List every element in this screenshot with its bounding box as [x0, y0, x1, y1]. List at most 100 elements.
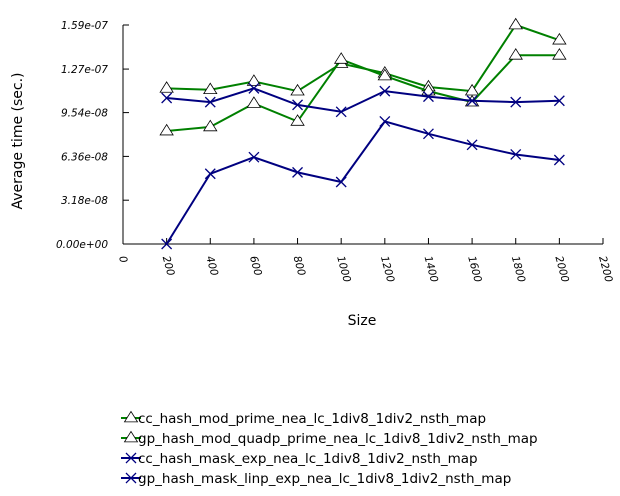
data-point-triangle [290, 83, 305, 96]
data-point-x-stroke [248, 82, 260, 94]
x-tick-label: 800 [291, 255, 308, 278]
data-point-triangle [123, 430, 139, 443]
data-point-x [510, 96, 522, 108]
data-point-triangle [246, 74, 262, 86]
series-2 [159, 48, 567, 136]
y-tick-label: 6.36e-08 [61, 151, 108, 163]
data-point-x [161, 92, 173, 104]
data-point-triangle [508, 17, 523, 30]
data-point-triangle [377, 68, 393, 81]
data-point-x-stroke [335, 106, 347, 118]
data-point-x [466, 95, 478, 107]
data-point-x-stroke [292, 99, 304, 111]
data-point-x [379, 85, 391, 97]
data-point-x-stroke [510, 149, 522, 160]
series-1 [159, 17, 567, 96]
data-point-x-stroke [553, 95, 565, 107]
series-line [165, 120, 560, 245]
legend-item: cc_hash_mask_exp_nea_lc_1div8_1div2_nsth… [121, 451, 478, 467]
series-3 [161, 82, 565, 118]
y-tick-label: 1.27e-07 [61, 64, 108, 76]
y-axis-title: Average time (sec.) [10, 73, 26, 210]
data-point-triangle [203, 82, 218, 95]
data-point-x-stroke [379, 115, 391, 127]
data-point-x-stroke [292, 166, 304, 178]
data-point-x-stroke [553, 154, 565, 166]
series-4 [161, 115, 565, 250]
legend-label: cc_hash_mod_prime_nea_lc_1div8_1div2_nst… [138, 411, 486, 427]
data-point-x [161, 238, 173, 250]
chart-series [159, 17, 567, 250]
data-point-triangle [421, 83, 436, 96]
x-axis-title: Size [348, 313, 377, 329]
data-point-x-stroke [125, 472, 137, 484]
series-line [166, 23, 560, 93]
data-point-triangle [246, 96, 262, 108]
legend-label: gp_hash_mod_quadp_prime_nea_lc_1div8_1di… [138, 431, 538, 447]
data-point-x-stroke [466, 139, 478, 151]
data-point-triangle [159, 81, 174, 93]
data-point-x [204, 96, 216, 108]
y-tick-label: 0.00e+00 [56, 239, 108, 251]
data-point-x [553, 95, 565, 107]
series-line [166, 87, 560, 113]
data-point-x [335, 106, 347, 118]
legend-item: gp_hash_mask_linp_exp_nea_lc_1div8_1div2… [121, 471, 511, 487]
data-point-triangle [159, 123, 174, 136]
data-point-triangle [123, 410, 139, 423]
data-point-x-stroke [161, 238, 173, 250]
x-tick-label: 2000 [552, 255, 571, 284]
y-tick-label: 3.18e-08 [61, 195, 108, 207]
data-point-triangle [508, 48, 523, 60]
data-point-triangle [290, 114, 305, 126]
data-point-x [422, 91, 434, 103]
x-tick-label: 1800 [509, 255, 528, 284]
y-tick-label: 9.54e-08 [61, 108, 108, 120]
data-point-x-stroke [379, 85, 391, 97]
data-point-x [422, 128, 434, 140]
x-tick-label: 1600 [465, 255, 484, 284]
data-point-x-stroke [422, 91, 434, 103]
data-point-x [335, 176, 347, 188]
legend: cc_hash_mod_prime_nea_lc_1div8_1div2_nst… [121, 410, 538, 487]
data-point-x-stroke [204, 96, 216, 108]
x-tick-label: 400 [203, 255, 220, 278]
chart-ticks: 0.00e+00 3.18e-08 6.36e-08 9.54e-08 1.27e-07… [56, 20, 615, 284]
data-point-triangle [552, 32, 567, 45]
data-point-triangle [203, 119, 218, 132]
data-point-x [204, 168, 216, 180]
data-point-x [553, 154, 565, 166]
legend-label: gp_hash_mask_linp_exp_nea_lc_1div8_1div2… [138, 471, 511, 487]
legend-item: cc_hash_mod_prime_nea_lc_1div8_1div2_nst… [121, 410, 486, 427]
data-point-x-stroke [422, 128, 434, 140]
data-point-x [510, 149, 522, 160]
x-tick-label: 0 [116, 255, 129, 265]
x-tick-label: 1200 [378, 255, 397, 284]
chart-axes [122, 25, 603, 245]
data-point-x-stroke [335, 176, 347, 188]
data-point-x-stroke [248, 151, 260, 163]
data-point-x-stroke [466, 95, 478, 107]
data-point-x [125, 472, 137, 484]
x-tick-label: 1000 [334, 255, 353, 284]
x-tick-label: 2200 [596, 255, 615, 284]
data-point-triangle [333, 52, 349, 64]
data-point-x [248, 151, 260, 163]
data-point-x [125, 452, 137, 464]
data-point-x [292, 166, 304, 178]
data-point-x [379, 115, 391, 127]
data-point-x [292, 99, 304, 111]
legend-label: cc_hash_mask_exp_nea_lc_1div8_1div2_nsth… [138, 451, 478, 467]
data-point-x [248, 82, 260, 94]
series-line [166, 54, 560, 133]
data-point-x-stroke [125, 452, 137, 464]
x-tick-label: 600 [247, 255, 264, 278]
data-point-x-stroke [510, 96, 522, 108]
data-point-x-stroke [204, 168, 216, 180]
x-tick-label: 200 [160, 255, 177, 278]
data-point-x [466, 139, 478, 151]
data-point-x-stroke [161, 92, 173, 104]
data-point-triangle [552, 48, 567, 60]
y-tick-label: 1.59e-07 [61, 20, 108, 32]
